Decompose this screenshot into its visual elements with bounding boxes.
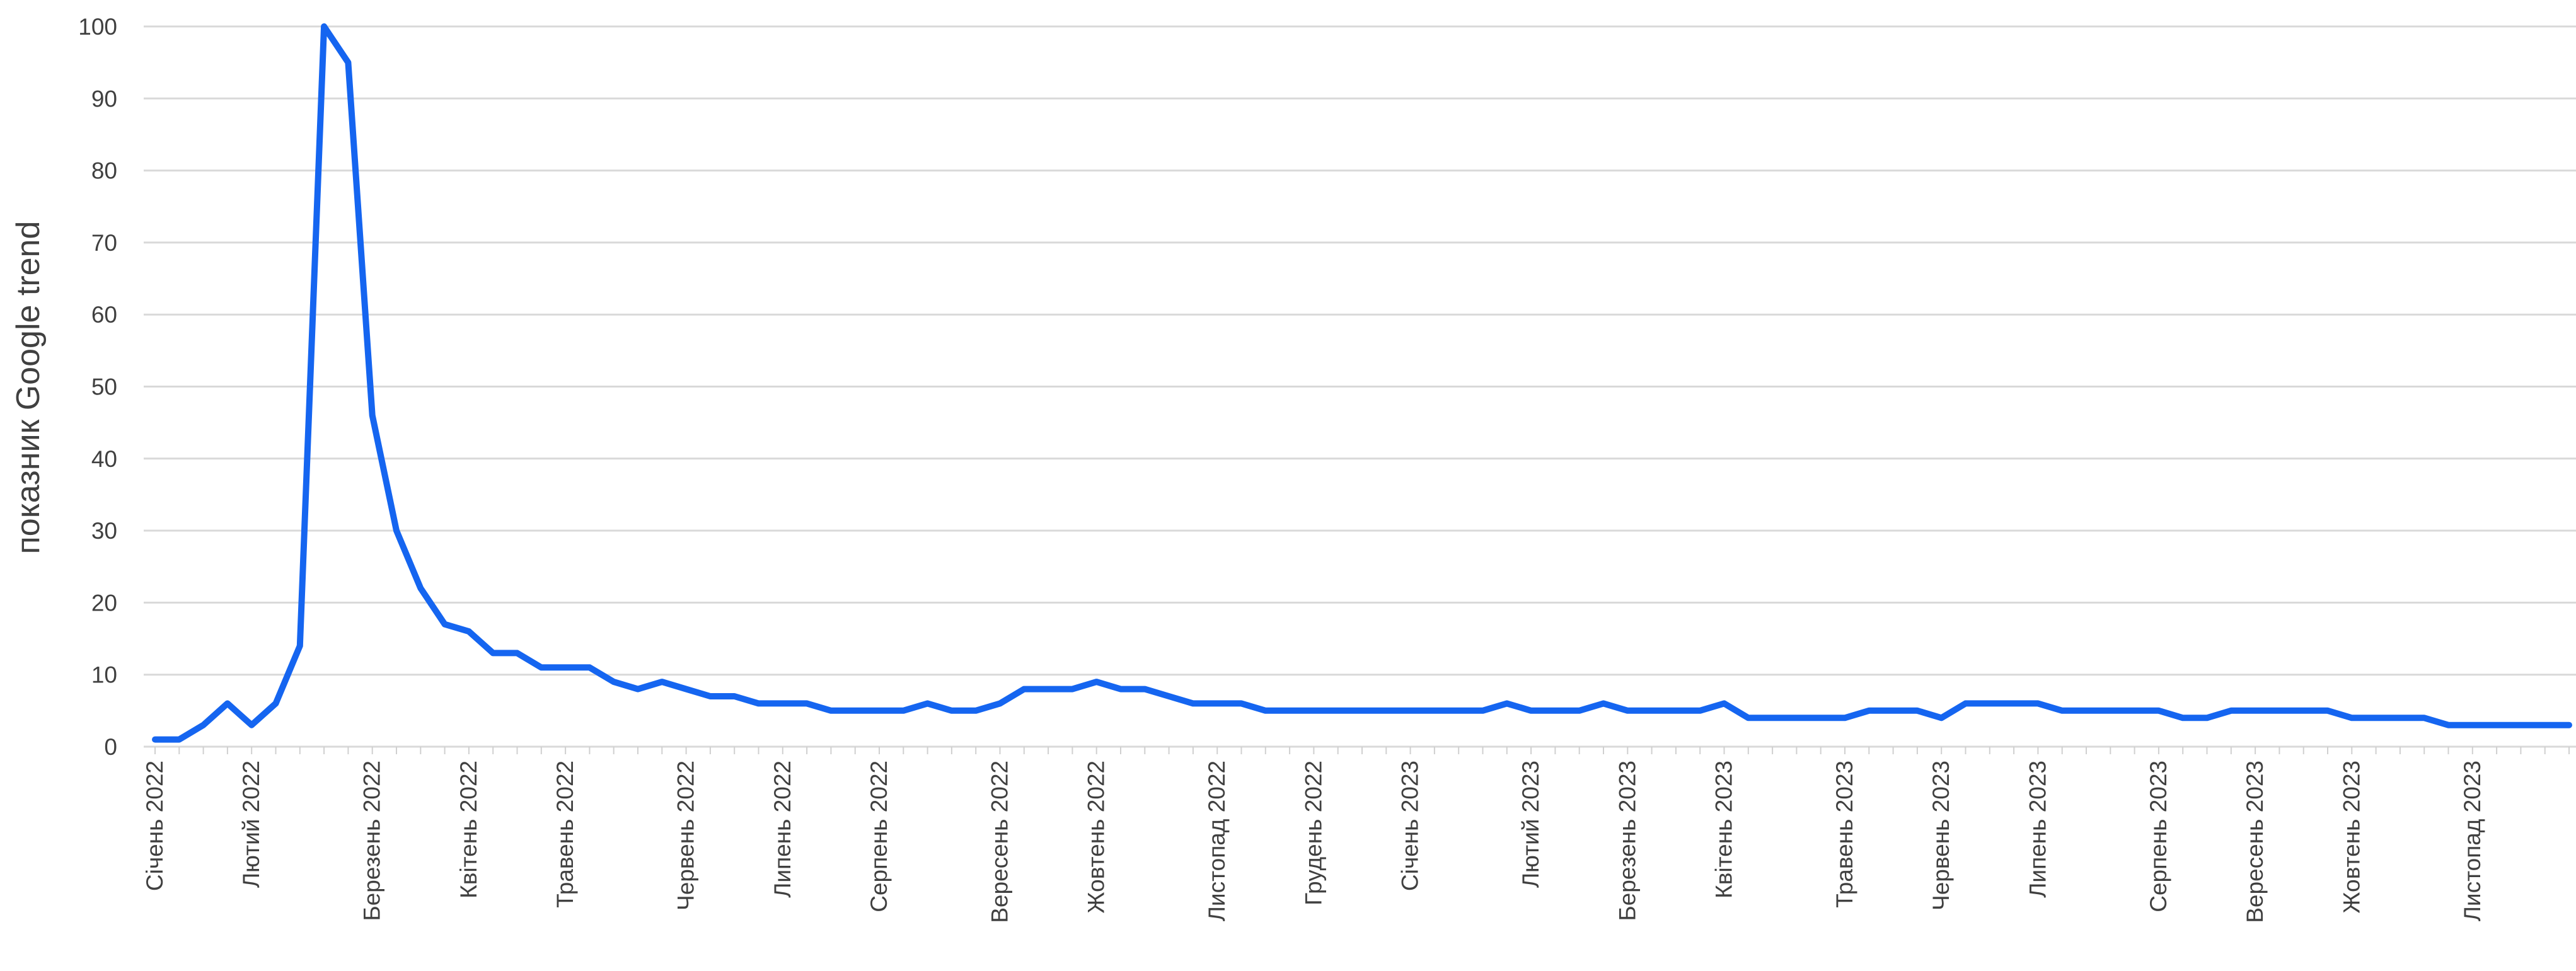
x-axis-ticks: Січень 2022 Лютий 2022 Березень 2022 Квітен… xyxy=(142,747,2570,923)
x-tick-label: Квітень 2022 xyxy=(456,761,482,899)
x-tick-label: Вересень 2022 xyxy=(987,761,1013,923)
x-tick-label: Березень 2022 xyxy=(359,761,385,921)
grid-lines xyxy=(144,25,2576,748)
y-tick-label: 0 xyxy=(104,734,117,760)
y-tick-label: 90 xyxy=(91,86,117,112)
x-tick-label: Січень 2023 xyxy=(1397,761,1423,891)
y-tick-label: 70 xyxy=(91,230,117,256)
x-tick-label: Червень 2022 xyxy=(673,761,699,911)
x-tick-label: Жовтень 2022 xyxy=(1083,761,1109,914)
x-tick-label: Травень 2023 xyxy=(1832,761,1857,908)
x-tick-label: Травень 2022 xyxy=(552,761,578,908)
x-tick-label: Жовтень 2023 xyxy=(2338,761,2364,914)
y-tick-label: 60 xyxy=(91,302,117,328)
x-tick-label: Грудень 2022 xyxy=(1300,761,1326,905)
y-tick-label: 30 xyxy=(91,518,117,544)
x-tick-label: Листопад 2022 xyxy=(1204,761,1230,921)
x-tick-label: Лютий 2023 xyxy=(1518,761,1544,888)
y-tick-label: 10 xyxy=(91,662,117,688)
series-line xyxy=(152,23,2572,743)
x-tick-label: Вересень 2023 xyxy=(2242,761,2268,923)
x-tick-label: Серпень 2023 xyxy=(2146,761,2171,912)
y-tick-label: 100 xyxy=(78,14,117,40)
x-tick-label: Червень 2023 xyxy=(1928,761,1954,911)
x-tick-label: Січень 2022 xyxy=(142,761,168,891)
y-tick-label: 40 xyxy=(91,446,117,472)
x-tick-label: Листопад 2023 xyxy=(2459,761,2485,921)
x-tick-label: Липень 2023 xyxy=(2024,761,2050,898)
x-tick-label: Серпень 2022 xyxy=(866,761,892,912)
y-axis-ticks: 0 10 20 30 40 50 60 70 80 90 100 xyxy=(78,14,117,760)
y-tick-label: 20 xyxy=(91,590,117,616)
x-tick-label: Березень 2023 xyxy=(1614,761,1640,921)
x-tick-label: Лютий 2022 xyxy=(238,761,264,888)
series-group xyxy=(152,23,2572,743)
y-tick-label: 80 xyxy=(91,158,117,184)
x-tick-label: Квітень 2023 xyxy=(1711,761,1737,899)
y-axis-label: показник Google trend xyxy=(10,221,47,554)
y-tick-label: 50 xyxy=(91,374,117,400)
x-tick-label: Липень 2022 xyxy=(770,761,795,898)
